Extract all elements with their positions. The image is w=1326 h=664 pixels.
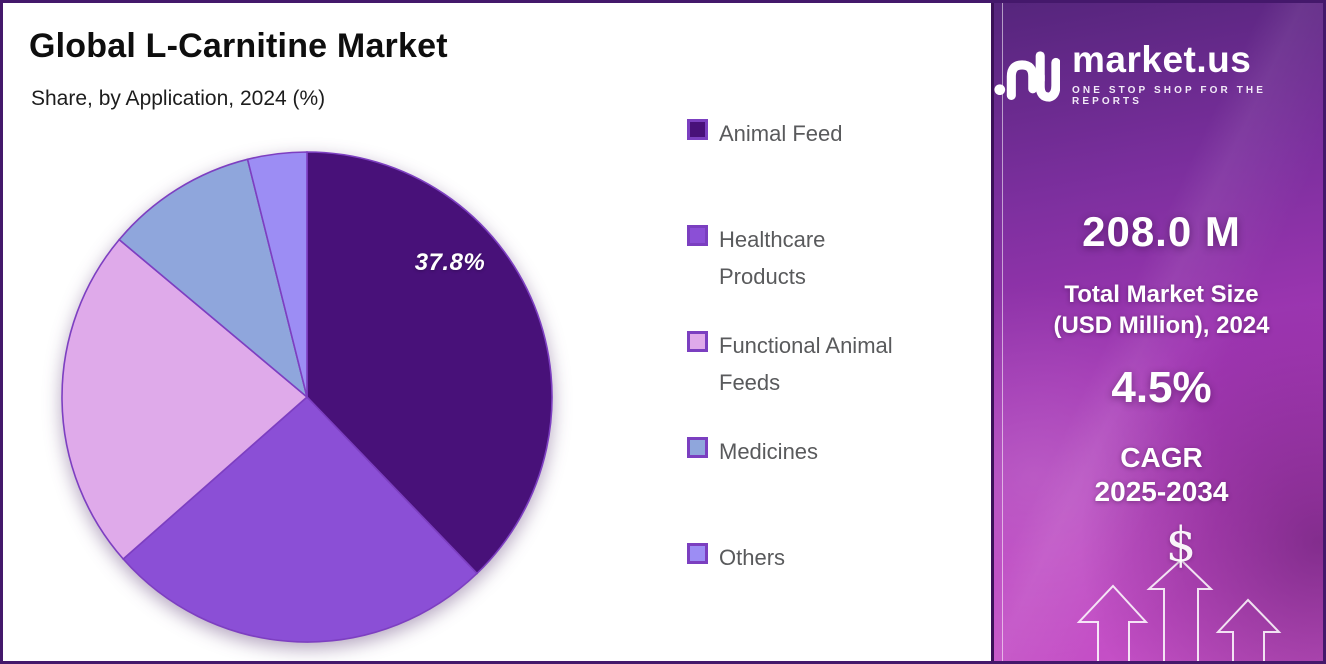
legend-item-medicines[interactable]: Medicines: [687, 433, 967, 539]
pie-slice-medicines[interactable]: [118, 158, 309, 400]
legend-label: Animal Feed: [719, 121, 843, 146]
cagr-value: 4.5%: [1111, 363, 1212, 412]
legend-item-others[interactable]: Others: [687, 539, 967, 645]
dollar-sign-icon: $: [1165, 517, 1197, 573]
chart-area: Global L-Carnitine Market Share, by Appl…: [3, 3, 991, 661]
pie-chart: 37.8%: [57, 147, 557, 647]
chart-legend: Animal Feed Healthcare Products Function…: [687, 115, 967, 645]
pie-slice-percentage-label: 37.8%: [414, 249, 486, 276]
brand-block[interactable]: market.us ONE STOP SHOP FOR THE REPORTS: [994, 39, 1323, 107]
legend-swatch-functional-animal-feeds: [687, 331, 708, 352]
total-market-size-value: 208.0 M: [1082, 208, 1241, 255]
pie-chart-svg: [61, 151, 553, 643]
total-market-size-label: Total Market Size (USD Million), 2024: [994, 279, 1323, 341]
legend-swatch-healthcare-products: [687, 225, 708, 246]
marketus-logo-icon: [994, 45, 1060, 103]
pie-slice-animal-feed[interactable]: [306, 151, 553, 575]
cagr-label-line2: 2025-2034: [1094, 476, 1229, 507]
cagr-label-line1: CAGR: [1120, 442, 1203, 473]
legend-item-animal-feed[interactable]: Animal Feed: [687, 115, 967, 221]
up-arrows-icon: [1076, 558, 1282, 661]
brand-sidebar: market.us ONE STOP SHOP FOR THE REPORTS …: [991, 3, 1323, 661]
legend-label: Healthcare Products: [719, 227, 826, 289]
legend-item-functional-animal-feeds[interactable]: Functional Animal Feeds: [687, 327, 967, 433]
legend-swatch-animal-feed: [687, 119, 708, 140]
legend-label: Others: [719, 545, 786, 570]
pie-slice-healthcare-products[interactable]: [122, 395, 479, 643]
page-title: Global L-Carnitine Market: [29, 27, 448, 65]
legend-item-healthcare-products[interactable]: Healthcare Products: [687, 221, 967, 327]
total-market-size-label-line2: (USD Million), 2024: [1053, 312, 1270, 339]
pie-slice-functional-animal-feeds[interactable]: [61, 238, 309, 561]
pie-slice-others[interactable]: [246, 151, 308, 398]
total-market-size-label-line1: Total Market Size: [1064, 281, 1259, 308]
legend-label: Medicines: [719, 439, 819, 464]
growth-arrows-art: $: [994, 497, 1323, 661]
legend-label: Functional Animal Feeds: [719, 333, 893, 395]
page-subtitle: Share, by Application, 2024 (%): [31, 87, 326, 110]
cagr-label: CAGR 2025-2034: [994, 441, 1323, 509]
legend-swatch-others: [687, 543, 708, 564]
brand-name: market.us: [1072, 39, 1252, 80]
brand-tagline: ONE STOP SHOP FOR THE REPORTS: [1072, 85, 1267, 107]
legend-swatch-medicines: [687, 437, 708, 458]
